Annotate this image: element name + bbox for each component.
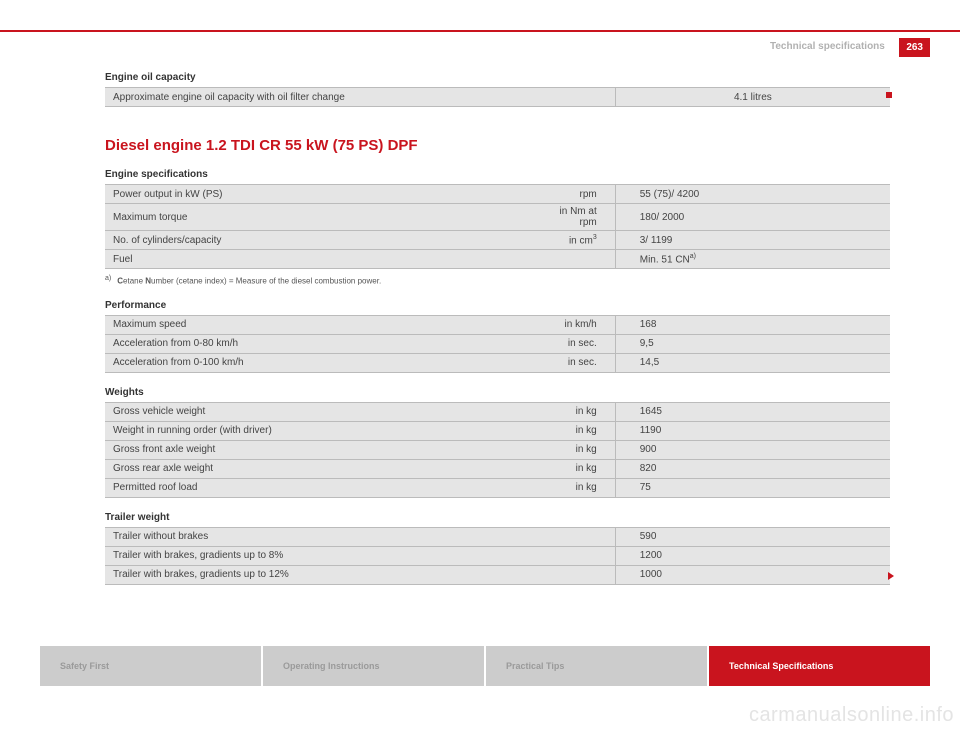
table-row: Gross rear axle weight in kg 820 [105, 459, 890, 478]
oil-table: Approximate engine oil capacity with oil… [105, 87, 890, 107]
bottom-tabs: Safety First Operating Instructions Prac… [40, 646, 930, 686]
tab-practical-tips[interactable]: Practical Tips [486, 646, 707, 686]
table-row: No. of cylinders/capacity in cm3 3/ 1199 [105, 231, 890, 250]
tab-operating-instructions[interactable]: Operating Instructions [263, 646, 484, 686]
section-end-icon [886, 92, 892, 98]
continue-arrow-icon [888, 572, 894, 580]
trailer-table: Trailer without brakes 590 Trailer with … [105, 527, 890, 585]
table-row: Trailer with brakes, gradients up to 8% … [105, 546, 890, 565]
table-row: Maximum speed in km/h 168 [105, 315, 890, 334]
table-row: Weight in running order (with driver) in… [105, 421, 890, 440]
tab-safety-first[interactable]: Safety First [40, 646, 261, 686]
oil-value: 4.1 litres [615, 88, 890, 107]
specs-footnote: a)Cetane Number (cetane index) = Measure… [105, 275, 890, 286]
section-title: Technical specifications [770, 38, 885, 56]
engine-title: Diesel engine 1.2 TDI CR 55 kW (75 PS) D… [105, 137, 890, 154]
table-row: Approximate engine oil capacity with oil… [105, 88, 890, 107]
table-row: Gross front axle weight in kg 900 [105, 440, 890, 459]
page-content: Engine oil capacity Approximate engine o… [105, 72, 890, 585]
specs-heading: Engine specifications [105, 169, 890, 180]
table-row: Trailer with brakes, gradients up to 12%… [105, 565, 890, 584]
table-row: Fuel Min. 51 CNa) [105, 250, 890, 269]
perf-table: Maximum speed in km/h 168 Acceleration f… [105, 315, 890, 373]
oil-heading: Engine oil capacity [105, 72, 890, 83]
trailer-heading: Trailer weight [105, 512, 890, 523]
table-row: Maximum torque in Nm at rpm 180/ 2000 [105, 204, 890, 231]
oil-label: Approximate engine oil capacity with oil… [105, 88, 615, 107]
weights-table: Gross vehicle weight in kg 1645 Weight i… [105, 402, 890, 498]
watermark: carmanualsonline.info [749, 704, 954, 727]
table-row: Trailer without brakes 590 [105, 527, 890, 546]
table-row: Acceleration from 0-80 km/h in sec. 9,5 [105, 334, 890, 353]
perf-heading: Performance [105, 300, 890, 311]
table-row: Gross vehicle weight in kg 1645 [105, 402, 890, 421]
table-row: Power output in kW (PS) rpm 55 (75)/ 420… [105, 185, 890, 204]
tab-technical-specifications[interactable]: Technical Specifications [709, 646, 930, 686]
table-row: Permitted roof load in kg 75 [105, 478, 890, 497]
page-number: 263 [899, 38, 930, 57]
specs-table: Power output in kW (PS) rpm 55 (75)/ 420… [105, 184, 890, 269]
table-row: Acceleration from 0-100 km/h in sec. 14,… [105, 353, 890, 372]
weights-heading: Weights [105, 387, 890, 398]
